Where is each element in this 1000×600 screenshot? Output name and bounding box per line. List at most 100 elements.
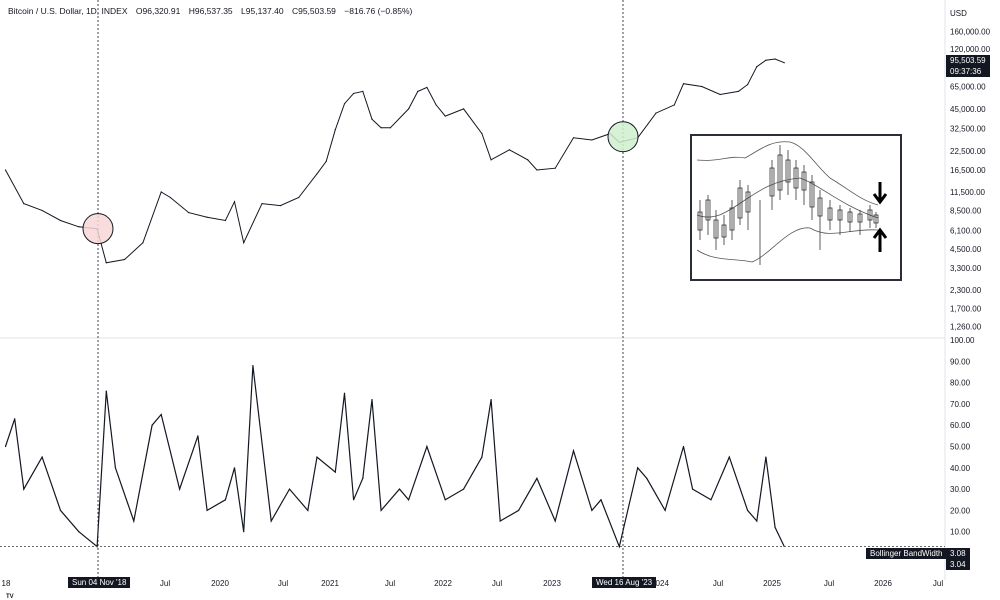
bandwidth-point [178, 488, 181, 490]
bandwidth-point [481, 456, 483, 458]
price-point [160, 191, 162, 193]
bandwidth-point [536, 477, 538, 480]
price-point [279, 204, 281, 207]
price-point [353, 92, 355, 95]
x-tick-label: 2023 [543, 579, 561, 588]
bandwidth-tick-label: 90.00 [950, 357, 971, 366]
price-badge-time: 09:37:36 [950, 67, 982, 76]
x-tick-label: Jul [492, 579, 502, 588]
currency-label: USD [950, 9, 967, 18]
bandwidth-point [41, 456, 43, 458]
x-tick-label: Jul [713, 579, 723, 588]
price-tick-label: 120,000.00 [950, 45, 991, 54]
price-series-line [5, 58, 785, 264]
price-point [298, 196, 300, 199]
bandwidth-point [765, 456, 767, 458]
price-point [261, 203, 263, 205]
bandwidth-point [206, 509, 208, 511]
price-point [334, 129, 336, 131]
ohlc-open: O96,320.91 [135, 6, 181, 16]
bandwidth-point [23, 488, 25, 490]
price-point [719, 93, 721, 96]
marker-date-2: Wed 16 Aug '23 [592, 577, 657, 588]
price-point [124, 258, 126, 261]
bandwidth-point [490, 399, 492, 401]
symbol-title: Bitcoin / U.S. Dollar, 1D, INDEX [8, 6, 128, 16]
price-point [444, 115, 446, 117]
bandwidth-tick-label: 20.00 [950, 506, 971, 515]
bandwidth-tick-label: 30.00 [950, 485, 971, 494]
price-point [490, 159, 492, 161]
price-point [527, 159, 529, 161]
ohlc-high: H96,537.35 [188, 6, 233, 16]
x-tick-label: 18 [2, 579, 11, 588]
price-point [756, 66, 758, 68]
bandwidth-point [426, 445, 428, 448]
x-tick-label: 2022 [434, 579, 452, 588]
price-tick-label: 160,000.00 [950, 28, 991, 37]
bandwidth-point [362, 477, 364, 480]
x-tick-label: Jul [385, 579, 395, 588]
bandwidth-point [307, 509, 309, 511]
bandwidth-label: Bollinger BandWidth [870, 549, 943, 558]
bandwidth-value-2: 3.04 [950, 560, 966, 569]
bandwidth-point [151, 424, 153, 426]
bandwidth-point [343, 392, 346, 394]
price-point [59, 219, 62, 222]
bandwidth-value-badge: 3.08 3.04 [946, 548, 970, 570]
bandwidth-tick-label: 70.00 [950, 400, 971, 409]
chart-header: Bitcoin / U.S. Dollar, 1D, INDEX O96,320… [8, 6, 418, 16]
bandwidth-point [353, 499, 355, 501]
price-point [747, 84, 749, 86]
bandwidth-tick-label: 80.00 [950, 379, 971, 388]
bandwidth-point [728, 456, 730, 458]
bandwidth-point [572, 450, 575, 452]
bandwidth-point [682, 445, 685, 448]
price-point [206, 216, 208, 218]
bandwidth-point [78, 531, 80, 533]
price-badge: 95,503.59 09:37:36 [946, 55, 990, 77]
price-tick-label: 2,300.00 [950, 286, 982, 295]
bandwidth-point [160, 413, 162, 416]
ohlc-close: C95,503.59 [291, 6, 336, 16]
x-tick-label: Jul [824, 579, 834, 588]
price-point [224, 219, 226, 222]
marker-layer [82, 0, 639, 578]
price-tick-label: 8,500.00 [950, 206, 982, 215]
x-tick-label: 2024 [651, 579, 669, 588]
bandwidth-point [380, 509, 382, 511]
price-point [343, 103, 346, 105]
ohlc-low: L95,137.40 [241, 6, 284, 16]
bandwidth-point [462, 488, 465, 490]
price-tick-label: 3,300.00 [950, 264, 982, 273]
price-point [169, 196, 172, 199]
bandwidth-point [4, 445, 7, 448]
x-tick-label: Jul [160, 579, 170, 588]
bandwidth-point [637, 467, 639, 469]
price-tick-label: 65,000.00 [950, 82, 986, 91]
bandwidth-point [105, 390, 107, 392]
price-point [371, 118, 373, 120]
price-point [783, 62, 785, 64]
bandwidth-point [224, 499, 226, 501]
price-point [591, 139, 593, 141]
bandwidth-point [444, 499, 446, 501]
bandwidth-point [756, 520, 758, 522]
price-point [4, 169, 7, 171]
bandwidth-legend-badge: Bollinger BandWidth [866, 548, 947, 559]
price-point [142, 242, 144, 244]
bandwidth-point [197, 435, 199, 437]
price-point [41, 209, 43, 212]
price-point [362, 90, 364, 92]
price-point [380, 127, 382, 129]
bandwidth-tick-label: 10.00 [950, 528, 971, 537]
price-point [673, 104, 675, 106]
price-point [701, 85, 703, 88]
price-point [682, 83, 685, 85]
bandwidth-point [664, 509, 666, 511]
bandwidth-point [554, 520, 556, 522]
bollinger-inset-illustration [690, 134, 902, 281]
price-point [774, 58, 776, 60]
price-point [572, 137, 575, 139]
